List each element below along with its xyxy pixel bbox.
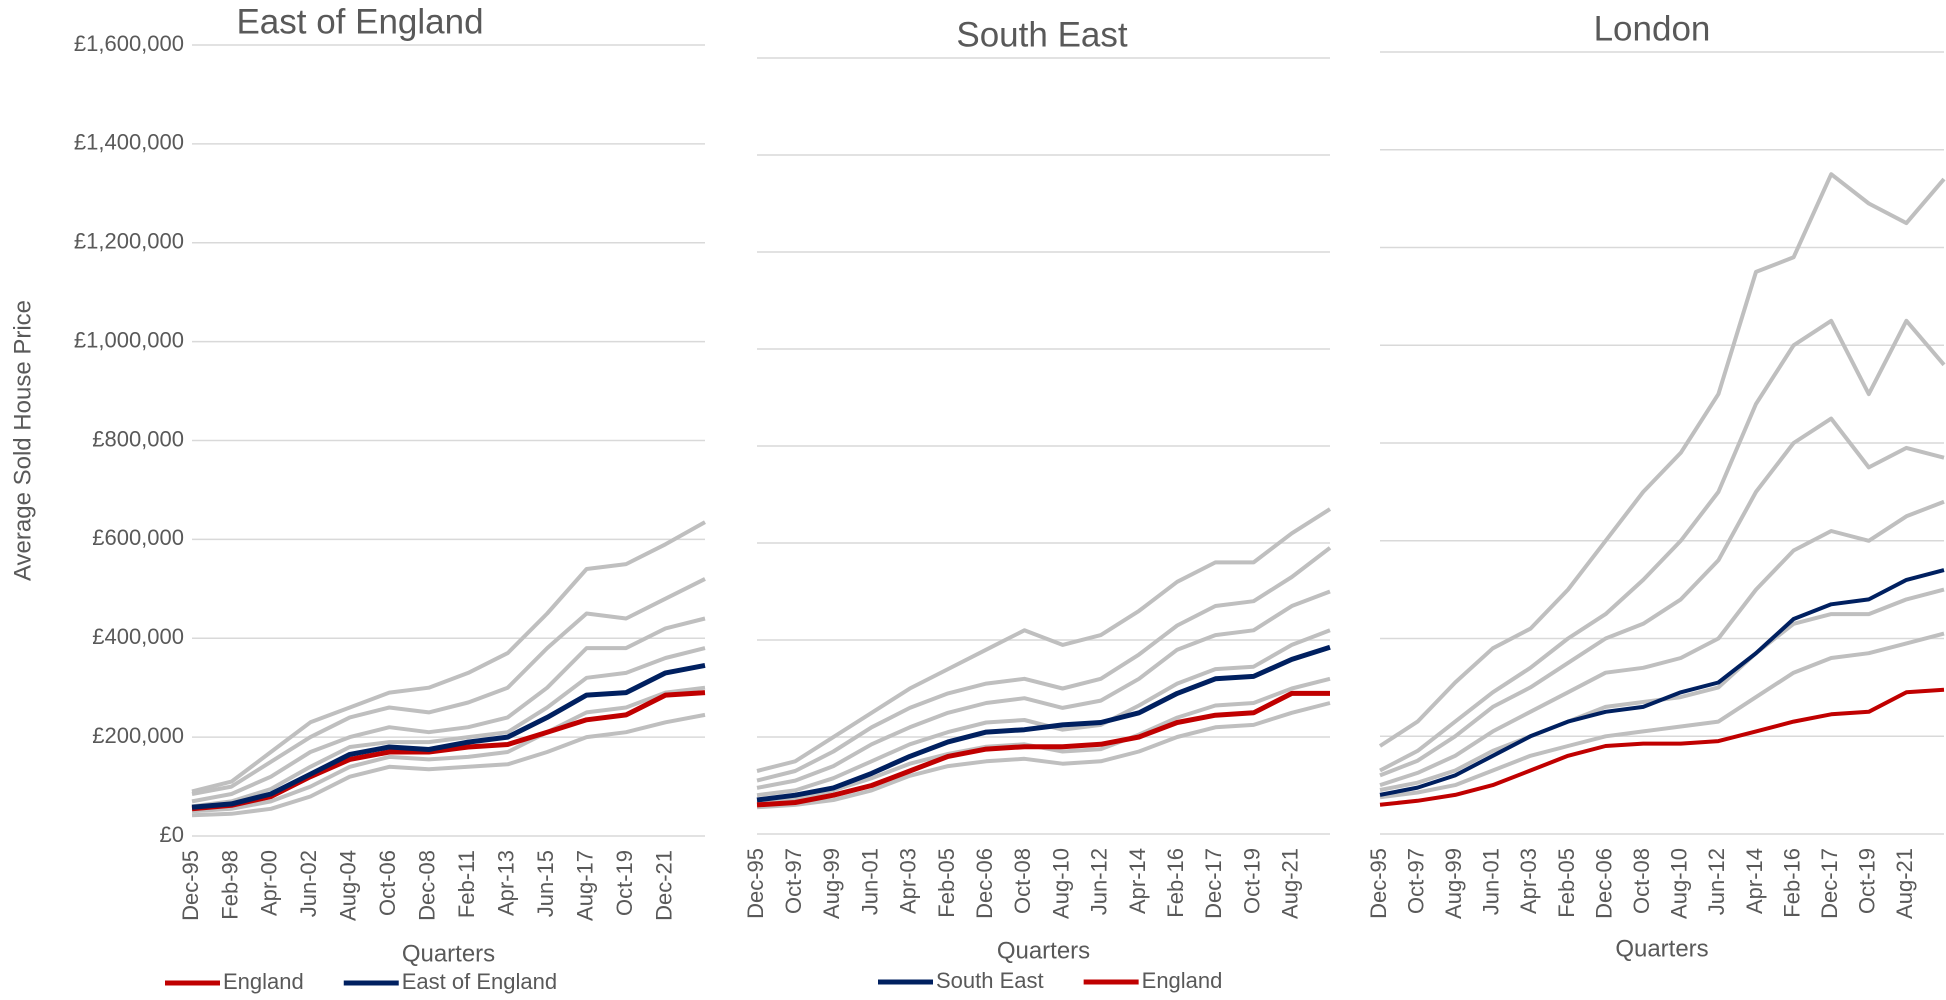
x-tick-label: Oct-08 xyxy=(1010,848,1035,914)
x-tick-label: Oct-06 xyxy=(375,850,400,916)
x-axis-label: Quarters xyxy=(997,937,1090,964)
x-tick-label: Feb-98 xyxy=(217,850,242,920)
x-tick-label: Aug-21 xyxy=(1278,848,1303,919)
x-axis-label: Quarters xyxy=(1615,935,1708,962)
area-line xyxy=(191,646,706,809)
series-line xyxy=(756,690,1330,808)
x-tick-label: Oct-19 xyxy=(1239,848,1264,914)
x-tick-label: Oct-19 xyxy=(612,850,637,916)
area-line xyxy=(1379,416,1945,778)
x-tick-label: Dec-95 xyxy=(178,850,203,921)
x-tick-label: Dec-06 xyxy=(972,848,997,919)
y-axis-label: Average Sold House Price xyxy=(9,300,36,581)
x-tick-label: Aug-10 xyxy=(1667,848,1692,919)
y-tick-label: £200,000 xyxy=(92,723,184,748)
x-tick-label: Dec-95 xyxy=(743,848,768,919)
x-tick-label: Feb-11 xyxy=(454,850,479,918)
legend-label: England xyxy=(223,969,304,994)
area-line xyxy=(1379,499,1945,788)
area-line xyxy=(756,589,1331,790)
chart-title: South East xyxy=(956,15,1127,54)
x-tick-label: Jun-12 xyxy=(1087,848,1112,915)
area-line xyxy=(191,577,706,796)
area-line xyxy=(191,685,706,814)
x-tick-label: Oct-19 xyxy=(1855,848,1880,914)
area-line xyxy=(1379,687,1945,807)
x-tick-label: Feb-16 xyxy=(1163,848,1188,918)
area-line xyxy=(1379,568,1945,797)
x-tick-label: Aug-17 xyxy=(572,850,597,921)
x-tick-label: Feb-16 xyxy=(1779,848,1804,918)
x-tick-label: Dec-17 xyxy=(1201,848,1226,919)
series-line xyxy=(756,644,1331,803)
x-tick-label: Jun-12 xyxy=(1704,848,1729,915)
x-tick-label: Dec-06 xyxy=(1591,848,1616,919)
area-line xyxy=(756,701,1331,810)
y-tick-label: £800,000 xyxy=(92,426,184,451)
x-tick-label: Jun-02 xyxy=(296,850,321,917)
y-tick-label: £600,000 xyxy=(92,525,184,550)
area-line xyxy=(756,507,1332,773)
x-tick-label: Aug-21 xyxy=(1892,848,1917,919)
x-tick-label: Apr-13 xyxy=(494,850,519,916)
x-tick-label: Oct-97 xyxy=(1403,848,1428,914)
area-line xyxy=(1378,172,1946,748)
x-tick-label: Apr-00 xyxy=(257,850,282,916)
chart-title: London xyxy=(1594,9,1711,48)
y-tick-label: £1,600,000 xyxy=(74,31,184,56)
y-tick-label: £1,000,000 xyxy=(74,327,184,352)
x-tick-label: Apr-14 xyxy=(1742,848,1767,914)
legend-label: East of England xyxy=(402,969,557,994)
x-tick-label: Jun-15 xyxy=(533,850,558,917)
x-tick-label: Apr-14 xyxy=(1125,848,1150,914)
y-tick-label: £1,400,000 xyxy=(74,130,184,155)
area-line xyxy=(1379,318,1946,773)
x-tick-label: Apr-03 xyxy=(896,848,921,914)
x-tick-label: Aug-99 xyxy=(819,848,844,919)
x-tick-label: Feb-05 xyxy=(1554,848,1579,918)
x-tick-label: Aug-99 xyxy=(1441,848,1466,919)
chart-title: East of England xyxy=(236,2,483,41)
x-tick-label: Jun-01 xyxy=(1479,848,1504,915)
area-line xyxy=(1379,587,1945,792)
x-tick-label: Apr-03 xyxy=(1516,848,1541,914)
y-tick-label: £400,000 xyxy=(92,624,184,649)
x-tick-label: Feb-05 xyxy=(934,848,959,918)
y-tick-label: £0 xyxy=(160,822,184,847)
x-tick-label: Dec-21 xyxy=(651,850,676,921)
x-tick-label: Aug-10 xyxy=(1048,848,1073,919)
x-tick-label: Aug-04 xyxy=(336,850,361,921)
area-line xyxy=(191,712,706,818)
area-line xyxy=(1379,631,1945,800)
series-line xyxy=(191,662,706,810)
legend-label: South East xyxy=(936,968,1044,993)
area-line xyxy=(191,616,706,804)
x-tick-label: Dec-17 xyxy=(1817,848,1842,919)
area-line xyxy=(756,546,1332,783)
area-line xyxy=(191,520,706,794)
x-tick-label: Dec-08 xyxy=(415,850,440,921)
y-tick-label: £1,200,000 xyxy=(74,229,184,254)
x-tick-label: Jun-01 xyxy=(857,848,882,915)
x-axis-label: Quarters xyxy=(402,940,495,967)
x-tick-label: Oct-08 xyxy=(1629,848,1654,914)
x-tick-label: Oct-97 xyxy=(781,848,806,914)
legend-label: England xyxy=(1142,968,1223,993)
x-tick-label: Dec-95 xyxy=(1366,848,1391,919)
